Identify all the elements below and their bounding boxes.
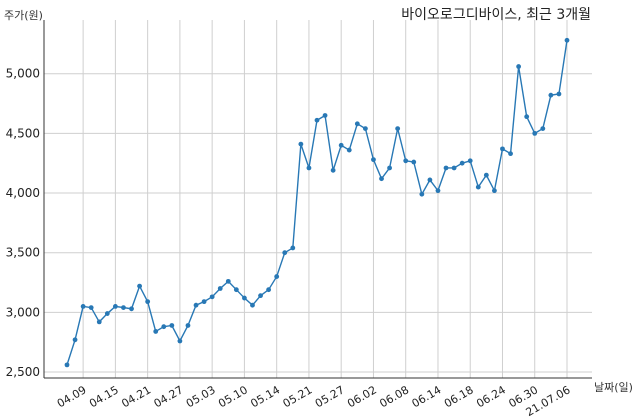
x-tick-label: 04.21	[119, 383, 153, 410]
data-point	[201, 299, 207, 305]
data-point	[500, 146, 505, 152]
data-point	[233, 287, 239, 293]
chart-title: 바이오로그디바이스, 최근 3개월	[401, 7, 591, 23]
x-tick-labels: 04.0904.1504.2104.2705.0305.1005.1405.21…	[55, 383, 573, 419]
data-point	[354, 121, 360, 127]
data-point	[225, 278, 231, 284]
data-point	[314, 117, 320, 123]
data-point	[298, 141, 304, 147]
data-point	[459, 160, 465, 166]
data-point	[209, 294, 215, 300]
data-point	[411, 159, 417, 165]
x-axis-label: 날짜(일)	[594, 380, 633, 394]
data-point	[403, 158, 409, 164]
data-point	[475, 184, 481, 190]
data-point	[121, 305, 126, 310]
data-point	[129, 306, 134, 312]
data-point	[443, 165, 449, 171]
data-point	[306, 165, 312, 171]
data-point	[564, 37, 570, 43]
data-point	[185, 323, 191, 328]
price-line	[66, 40, 568, 366]
data-point	[282, 250, 288, 256]
data-point	[242, 295, 247, 301]
data-point	[419, 191, 425, 197]
data-point	[274, 274, 280, 279]
data-point	[524, 114, 530, 120]
data-point	[322, 113, 328, 118]
data-point	[177, 338, 183, 344]
x-tick-label: 05.21	[281, 383, 315, 410]
data-point	[371, 157, 376, 163]
data-point	[540, 126, 546, 131]
data-point	[64, 362, 70, 368]
data-point	[532, 130, 538, 136]
data-point	[153, 329, 159, 334]
x-tick-label: 04.27	[152, 383, 186, 410]
y-tick-label: 2,500	[6, 365, 40, 379]
x-tick-label: 05.14	[248, 383, 282, 410]
data-point	[80, 304, 86, 309]
data-point	[467, 158, 473, 164]
axes	[43, 20, 592, 379]
data-point	[88, 305, 94, 310]
x-tick-label: 04.09	[55, 383, 89, 410]
x-tick-label: 06.24	[474, 383, 508, 410]
data-point	[96, 319, 102, 325]
data-point	[395, 126, 401, 131]
data-point	[72, 337, 78, 343]
x-tick-label: 05.03	[184, 383, 218, 410]
y-tick-label: 3,000	[6, 305, 40, 319]
data-point	[492, 188, 497, 194]
data-point	[217, 286, 223, 291]
data-point	[346, 147, 352, 153]
y-tick-label: 5,000	[6, 67, 40, 81]
data-point	[379, 176, 384, 182]
data-point	[330, 167, 336, 173]
data-point	[548, 92, 554, 98]
data-point	[258, 293, 263, 299]
x-tick-label: 06.14	[410, 383, 444, 410]
x-tick-label: 05.10	[216, 383, 250, 410]
data-point	[427, 177, 433, 183]
data-point	[483, 172, 489, 178]
data-point	[435, 188, 441, 194]
data-point	[161, 324, 167, 330]
data-point	[250, 302, 255, 308]
y-axis-label: 주가(원)	[4, 9, 43, 22]
price-points	[64, 37, 570, 368]
x-tick-label: 04.15	[87, 383, 121, 410]
data-point	[556, 91, 562, 97]
data-point	[137, 283, 142, 289]
data-point	[104, 311, 110, 316]
data-point	[362, 126, 368, 131]
data-point	[290, 245, 296, 251]
y-tick-label: 4,000	[6, 186, 40, 200]
data-point	[112, 304, 118, 309]
data-point	[338, 142, 344, 148]
data-point	[387, 165, 392, 171]
data-point	[145, 299, 151, 305]
x-tick-label: 05.27	[313, 383, 347, 410]
x-tick-label: 06.18	[442, 383, 476, 410]
data-point	[451, 165, 457, 171]
y-tick-label: 4,500	[6, 126, 40, 140]
data-point	[193, 302, 199, 308]
y-tick-label: 3,500	[6, 246, 40, 260]
y-tick-labels: 2,500 3,000 3,500 4,000 4,500 5,000	[6, 67, 40, 379]
data-point	[508, 151, 513, 157]
data-point	[266, 287, 272, 293]
grid-lines	[44, 20, 592, 378]
data-point	[516, 64, 522, 69]
data-point	[169, 323, 175, 328]
x-tick-label: 06.02	[345, 383, 379, 410]
x-tick-label: 06.08	[377, 383, 411, 410]
